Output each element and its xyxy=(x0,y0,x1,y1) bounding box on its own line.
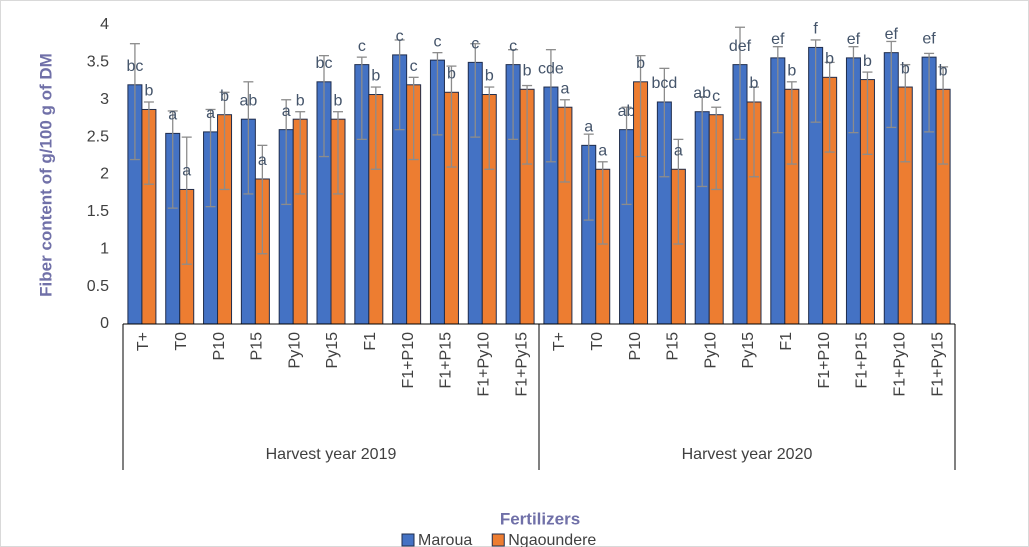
letter-label: c xyxy=(509,38,517,55)
letter-label: a xyxy=(584,119,593,136)
x-tick-label: F1+Py10 xyxy=(891,332,908,397)
x-tick-label: T+ xyxy=(135,332,152,351)
y-tick-label: 2.5 xyxy=(87,128,109,145)
letter-label: f xyxy=(813,21,818,38)
letter-label: bc xyxy=(126,58,143,75)
letter-label: b xyxy=(447,65,456,82)
x-tick-label: Py15 xyxy=(740,332,757,369)
letter-label: ab xyxy=(239,92,257,109)
x-tick-label: Py15 xyxy=(324,332,341,369)
x-tick-label: F1+P15 xyxy=(854,332,871,389)
y-tick-label: 4 xyxy=(100,16,109,33)
x-tick-label: P15 xyxy=(665,332,682,361)
y-tick-label: 0.5 xyxy=(87,278,109,295)
letter-label: b xyxy=(334,92,343,109)
y-tick-label: 1 xyxy=(100,240,109,257)
letter-label: b xyxy=(523,63,532,80)
letter-label: b xyxy=(144,83,153,100)
x-tick-label: P15 xyxy=(249,332,266,361)
legend-swatch xyxy=(401,533,415,547)
letter-label: b xyxy=(750,75,759,92)
x-tick-label: F1+P15 xyxy=(438,332,455,389)
letter-label: b xyxy=(787,63,796,80)
letter-label: b xyxy=(636,55,645,72)
y-tick-label: 2 xyxy=(100,166,109,183)
x-tick-label: F1+Py15 xyxy=(513,332,530,397)
letter-label: ef xyxy=(771,31,785,48)
letter-label: def xyxy=(729,38,752,55)
letter-label: cde xyxy=(538,60,564,77)
letter-label: bc xyxy=(316,55,333,72)
letter-label: c xyxy=(712,88,720,105)
x-tick-label: P10 xyxy=(627,332,644,361)
letter-label: a xyxy=(182,163,191,180)
letter-label: ef xyxy=(847,31,861,48)
x-tick-label: F1 xyxy=(362,332,379,351)
letter-label: a xyxy=(560,80,569,97)
x-tick-label: F1+Py10 xyxy=(475,332,492,397)
letter-label: c xyxy=(358,38,366,55)
x-tick-label: T0 xyxy=(173,332,190,351)
letter-label: a xyxy=(168,107,177,124)
letter-label: bcd xyxy=(651,75,677,92)
x-tick-label: Py10 xyxy=(702,332,719,369)
y-tick-label: 1.5 xyxy=(87,203,109,220)
y-tick-label: 0 xyxy=(100,315,109,332)
letter-label: b xyxy=(825,51,834,68)
legend-swatch xyxy=(491,533,505,547)
x-tick-label: F1+Py15 xyxy=(929,332,946,397)
group-label: Harvest year 2019 xyxy=(266,446,397,463)
x-tick-label: F1+P10 xyxy=(816,332,833,389)
letter-label: b xyxy=(863,53,872,70)
letter-label: b xyxy=(485,68,494,85)
y-tick-label: 3.5 xyxy=(87,54,109,71)
letter-label: b xyxy=(220,88,229,105)
letter-label: ef xyxy=(885,26,899,43)
letter-label: b xyxy=(901,60,910,77)
letter-label: c xyxy=(396,28,404,45)
letter-label: c xyxy=(410,58,418,75)
x-tick-label: F1+P10 xyxy=(400,332,417,389)
letter-label: c xyxy=(433,33,441,50)
group-label: Harvest year 2020 xyxy=(682,446,813,463)
letter-label: a xyxy=(282,103,291,120)
letter-label: a xyxy=(206,105,215,122)
letter-label: c xyxy=(471,36,479,53)
x-tick-label: T+ xyxy=(551,332,568,351)
x-tick-label: Py10 xyxy=(286,332,303,369)
letter-label: b xyxy=(371,68,380,85)
letter-label: ab xyxy=(618,103,636,120)
x-axis-label: Fertilizers xyxy=(500,509,580,528)
letter-label: a xyxy=(674,142,683,159)
letter-label: b xyxy=(939,63,948,80)
letter-label: a xyxy=(598,142,607,159)
x-tick-label: F1 xyxy=(778,332,795,351)
letter-label: b xyxy=(296,92,305,109)
letter-label: a xyxy=(258,152,267,169)
letter-label: ab xyxy=(693,85,711,102)
y-tick-label: 3 xyxy=(100,91,109,108)
letter-label: ef xyxy=(922,30,936,47)
y-axis-label: Fiber content of g/100 g of DM xyxy=(36,53,55,297)
legend-label: Maroua xyxy=(418,532,472,547)
legend-label: Ngaoundere xyxy=(508,532,596,547)
x-tick-label: P10 xyxy=(211,332,228,361)
x-tick-label: T0 xyxy=(589,332,606,351)
